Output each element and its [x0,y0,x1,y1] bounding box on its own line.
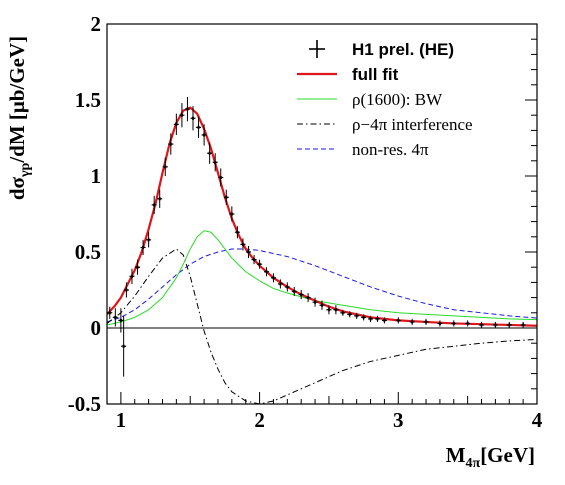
data-point [340,309,346,316]
data-point [118,308,124,333]
data-point [479,321,485,328]
legend-entry: ρ(1600): BW [297,90,443,109]
data-point [520,321,526,328]
data-point [240,238,246,251]
plot-frame [106,23,538,405]
y-tick-label: 1 [91,164,102,188]
x-axis-title-main: M [446,443,466,467]
data-point [157,189,163,208]
data-point [121,315,127,377]
data-point [354,312,360,319]
axis-ticks: 1 2 3 4 -0.5 0 0.5 1 1.5 2 [68,12,543,432]
y-tick-label: 1.5 [75,88,101,112]
data-point [270,273,276,283]
data-point [245,245,251,259]
data-point [234,226,240,239]
y-tick-label: -0.5 [68,392,101,416]
data-point [492,321,498,328]
data-point [277,279,283,289]
legend-label: ρ(1600): BW [352,90,443,109]
data-point [196,116,202,138]
legend-entry: non-res. 4π [297,140,429,159]
data-point [465,320,471,327]
series-line-non-res-4 [107,248,537,323]
data-point [381,317,387,324]
data-point [112,308,118,327]
data-point [190,106,196,131]
data-point [374,315,380,322]
data-point [257,259,263,269]
data-point [135,259,141,275]
legend-entry: ρ−4π interference [297,115,473,134]
legend-entry: full fit [297,65,399,84]
data-point [223,189,229,205]
data-point [168,133,174,155]
x-axis-title-unit: [GeV] [480,443,535,467]
data-point [409,318,415,325]
x-axis-title: M4π[GeV] [446,443,535,471]
x-axis-title-sub: 4π [466,456,481,471]
data-point [361,314,367,321]
data-point [251,255,257,265]
data-point [184,96,190,122]
data-point [218,168,224,187]
legend-label: full fit [352,65,399,84]
legend-label: H1 prel. (HE) [352,40,454,59]
y-axis-title: dσγp/dM [μb/GeV] [5,36,33,200]
data-point [291,286,297,297]
data-point [305,293,311,303]
data-point [368,315,374,322]
data-point [123,282,129,298]
series-line-1600-bw [107,230,537,326]
data-point [451,320,457,327]
data-point [319,300,325,310]
data-point [506,321,512,328]
data-point [151,195,157,214]
data-point [107,306,113,319]
x-tick-label: 3 [393,408,404,432]
data-point [284,282,290,292]
data-point [146,232,152,248]
data-point [212,153,218,172]
data-point [207,142,213,164]
data-point [298,290,304,300]
legend-label: ρ−4π interference [352,115,473,134]
data-point [129,268,135,284]
data-point [423,318,429,325]
plot-area [106,23,538,405]
y-tick-label: 2 [91,12,102,36]
legend-entry: H1 prel. (HE) [309,40,454,59]
data-point [437,320,443,327]
data-point [162,157,168,176]
y-axis-title-rest: /dM [μb/GeV] [5,36,29,164]
y-axis-title-main: dσ [5,176,29,200]
data-point [229,206,235,222]
data-point [264,267,270,277]
x-tick-label: 1 [116,408,127,432]
data-point [347,311,353,318]
data-point [201,124,207,146]
x-tick-label: 2 [254,408,265,432]
y-tick-label: 0 [91,316,102,340]
series-line-4-interference [107,248,537,404]
y-tick-label: 0.5 [75,240,101,264]
data-point [333,305,339,315]
data-point [179,103,185,128]
data-point [312,297,318,307]
y-axis-title-sub: γp [18,162,33,178]
data-point [395,317,401,324]
data-point [140,239,146,256]
data-point [326,305,332,315]
legend: H1 prel. (HE) full fit ρ(1600): BW ρ−4π int… [297,40,473,159]
data-point [173,113,179,135]
legend-label: non-res. 4π [352,140,429,159]
x-tick-label: 4 [532,408,543,432]
